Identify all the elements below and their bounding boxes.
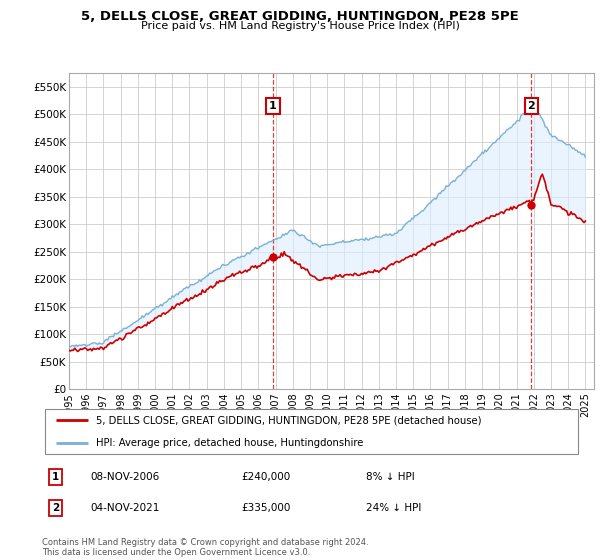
Text: 24% ↓ HPI: 24% ↓ HPI bbox=[366, 503, 421, 514]
Text: 8% ↓ HPI: 8% ↓ HPI bbox=[366, 472, 415, 482]
Text: 2: 2 bbox=[52, 503, 59, 514]
Text: 2: 2 bbox=[527, 101, 535, 111]
Text: 1: 1 bbox=[269, 101, 277, 111]
FancyBboxPatch shape bbox=[45, 409, 578, 454]
Text: 1: 1 bbox=[52, 472, 59, 482]
Text: 5, DELLS CLOSE, GREAT GIDDING, HUNTINGDON, PE28 5PE: 5, DELLS CLOSE, GREAT GIDDING, HUNTINGDO… bbox=[81, 10, 519, 23]
Text: £240,000: £240,000 bbox=[242, 472, 291, 482]
Text: Contains HM Land Registry data © Crown copyright and database right 2024.
This d: Contains HM Land Registry data © Crown c… bbox=[42, 538, 368, 557]
Text: Price paid vs. HM Land Registry's House Price Index (HPI): Price paid vs. HM Land Registry's House … bbox=[140, 21, 460, 31]
Text: 08-NOV-2006: 08-NOV-2006 bbox=[91, 472, 160, 482]
Text: £335,000: £335,000 bbox=[242, 503, 291, 514]
Text: 5, DELLS CLOSE, GREAT GIDDING, HUNTINGDON, PE28 5PE (detached house): 5, DELLS CLOSE, GREAT GIDDING, HUNTINGDO… bbox=[96, 416, 482, 426]
Text: 04-NOV-2021: 04-NOV-2021 bbox=[91, 503, 160, 514]
Text: HPI: Average price, detached house, Huntingdonshire: HPI: Average price, detached house, Hunt… bbox=[96, 438, 364, 448]
